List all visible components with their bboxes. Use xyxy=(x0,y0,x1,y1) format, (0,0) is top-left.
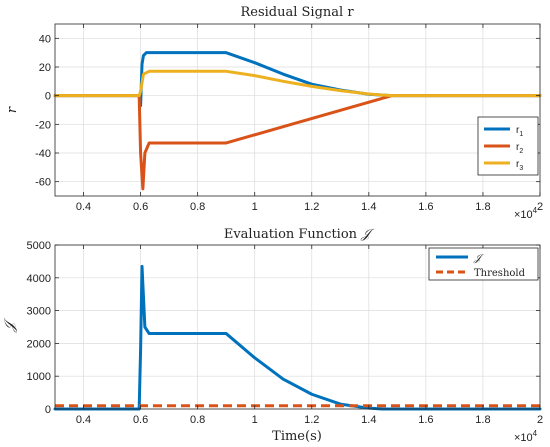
residual-legend-label-r2-sub: 2 xyxy=(519,148,523,155)
residual-y-tick-label: -20 xyxy=(35,119,51,131)
evaluation-x-tick-label: 0.8 xyxy=(190,414,205,426)
evaluation-x-tick-label: 1.4 xyxy=(361,414,376,426)
evaluation-title: Evaluation Function 𝒥 xyxy=(224,227,375,242)
evaluation-x-tick-label: 0.6 xyxy=(133,414,148,426)
residual-x-tick-label: 1.2 xyxy=(304,201,319,213)
evaluation-y-tick-label: 5000 xyxy=(27,240,51,252)
residual-x-tick-label: 0.4 xyxy=(76,201,91,213)
evaluation-y-tick-label: 3000 xyxy=(27,306,51,318)
residual-y-tick-label: -40 xyxy=(35,148,51,160)
residual-legend-label-r1-sub: 1 xyxy=(519,131,523,138)
evaluation-y-tick-label: 2000 xyxy=(27,338,51,350)
residual-y-tick-label: 40 xyxy=(39,33,51,45)
residual-y-tick-label: -60 xyxy=(35,177,51,189)
evaluation-title-text: Evaluation Function xyxy=(224,227,361,242)
evaluation-y-label: 𝒥 xyxy=(2,317,18,333)
evaluation-x-exponent-base: ×10 xyxy=(514,432,533,444)
evaluation-title-symbol: 𝒥 xyxy=(360,227,375,242)
evaluation-legend-box xyxy=(428,247,539,281)
residual-x-tick-label: 1.6 xyxy=(418,201,433,213)
evaluation-ticks: 0.4 0.6 0.8 1 1.2 1.4 1.6 1.8 2 0 1000 2000 3000 4000… xyxy=(27,240,544,426)
evaluation-y-tick-label: 4000 xyxy=(27,273,51,285)
residual-x-exponent-base: ×10 xyxy=(514,209,533,221)
residual-x-exponent: ×104 xyxy=(514,206,538,221)
residual-legend-label-r2: r2 xyxy=(516,142,523,155)
residual-legend-label-r2-name: r xyxy=(516,142,520,153)
residual-legend-label-r1-name: r xyxy=(516,125,520,136)
evaluation-axes-box xyxy=(54,244,541,410)
residual-chart: 0.4 0.6 0.8 1 1.2 1.4 1.6 1.8 2 -60 -40 -20 0 20 40 Re… xyxy=(5,5,543,221)
evaluation-legend-label-j: 𝒥 xyxy=(473,253,485,264)
residual-x-tick-label: 0.6 xyxy=(133,201,148,213)
evaluation-x-tick-label: 1.2 xyxy=(304,414,319,426)
residual-title: Residual Signal r xyxy=(240,5,354,20)
residual-x-tick-label: 0.8 xyxy=(190,201,205,213)
evaluation-x-exponent: ×104 xyxy=(514,429,538,444)
evaluation-y-tick-label: 0 xyxy=(45,404,51,416)
evaluation-legend: 𝒥 Threshold xyxy=(428,247,539,281)
residual-series-group xyxy=(53,51,542,191)
residual-x-tick-label: 1.8 xyxy=(475,201,490,213)
residual-y-tick-label: 0 xyxy=(45,91,51,103)
residual-x-tick-label: 2 xyxy=(537,201,543,213)
evaluation-x-tick-label: 1 xyxy=(252,414,258,426)
residual-legend-label-r3-sub: 3 xyxy=(519,165,523,172)
evaluation-x-tick-label: 2 xyxy=(537,414,543,426)
evaluation-chart: 0.4 0.6 0.8 1 1.2 1.4 1.6 1.8 2 0 1000 2000 3000 4000… xyxy=(2,227,543,444)
residual-x-tick-label: 1.4 xyxy=(361,201,376,213)
evaluation-x-label: Time(s) xyxy=(272,429,322,444)
evaluation-y-tick-label: 1000 xyxy=(27,371,51,383)
evaluation-x-exponent-power: 4 xyxy=(533,429,538,438)
residual-legend: r1 r2 r3 xyxy=(477,116,539,176)
residual-axes-box xyxy=(54,23,541,197)
evaluation-x-tick-label: 1.8 xyxy=(475,414,490,426)
residual-legend-label-r3-name: r xyxy=(516,159,520,170)
residual-x-exponent-power: 4 xyxy=(533,206,538,215)
residual-legend-label-r3: r3 xyxy=(516,159,523,172)
residual-x-tick-label: 1 xyxy=(252,201,258,213)
evaluation-x-tick-label: 0.4 xyxy=(76,414,91,426)
residual-ticks: 0.4 0.6 0.8 1 1.2 1.4 1.6 1.8 2 -60 -40 -20 0 20 40 xyxy=(35,24,543,213)
residual-y-tick-label: 20 xyxy=(39,62,51,74)
residual-plot-area xyxy=(55,24,540,196)
evaluation-x-tick-label: 1.6 xyxy=(418,414,433,426)
residual-y-label: r xyxy=(5,106,20,113)
residual-series-line-3 xyxy=(53,69,542,98)
residual-legend-label-r1: r1 xyxy=(516,125,523,138)
evaluation-legend-label-threshold: Threshold xyxy=(474,268,526,279)
